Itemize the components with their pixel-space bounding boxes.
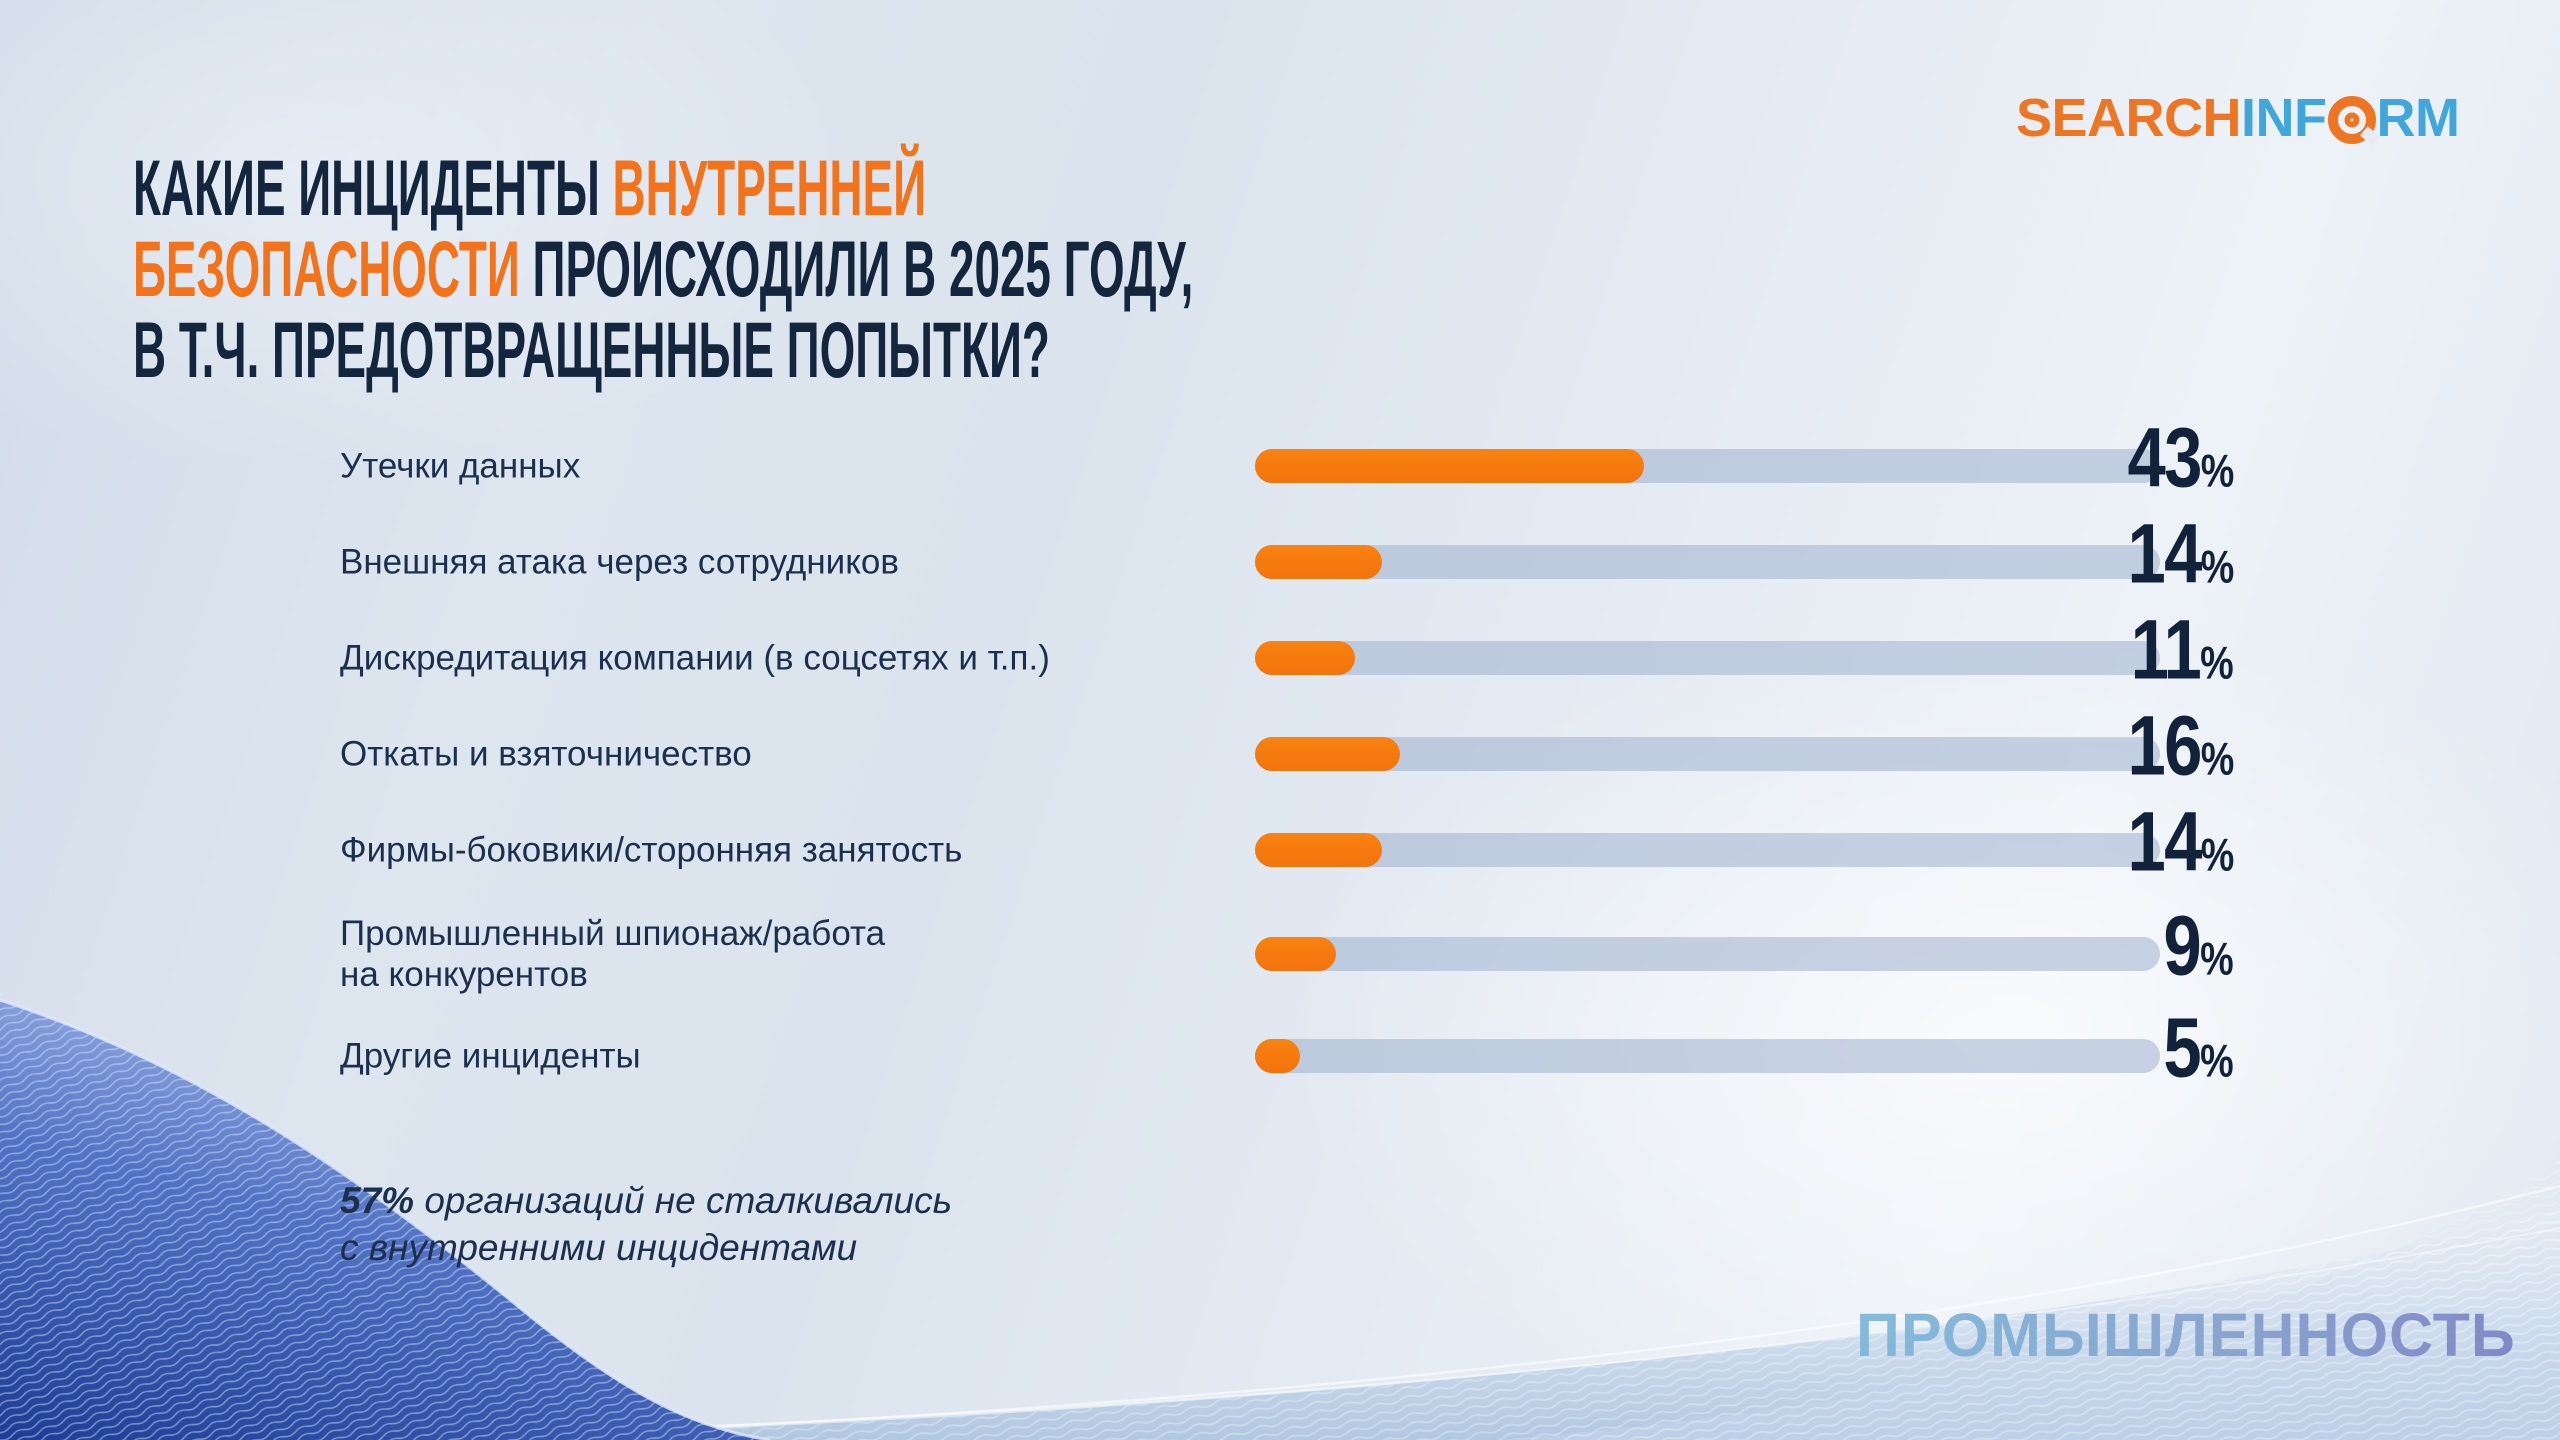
page-title: КАКИЕ ИНЦИДЕНТЫ ВНУТРЕННЕЙ БЕЗОПАСНОСТИ П…	[133, 147, 1961, 390]
bar-track	[1255, 1039, 2160, 1073]
bar-track	[1255, 937, 2160, 971]
bar-label: Дискредитация компании (в соцсетях и т.п…	[340, 638, 1050, 678]
bar-fill	[1255, 833, 1382, 867]
bar-value: 11%	[2130, 602, 2234, 697]
bar-track	[1255, 449, 2160, 483]
bar-value: 9%	[2163, 898, 2234, 993]
title-line: КАКИЕ ИНЦИДЕНТЫ ВНУТРЕННЕЙ	[133, 142, 927, 232]
bar-fill	[1255, 641, 1355, 675]
bar-value: 43%	[2127, 410, 2234, 505]
bar-fill	[1255, 737, 1400, 771]
bar-track	[1255, 545, 2160, 579]
bar-value: 5%	[2163, 1000, 2234, 1095]
bar-label: Внешняя атака через сотрудников	[340, 542, 899, 582]
bar-track	[1255, 737, 2160, 771]
title-line: В Т.Ч. ПРЕДОТВРАЩЕННЫЕ ПОПЫТКИ?	[133, 304, 1050, 394]
bar-label: Другие инциденты	[340, 1036, 641, 1076]
bar-track	[1255, 833, 2160, 867]
footnote-percентage: 57%	[340, 1180, 415, 1221]
logo-o-target-icon	[2327, 96, 2380, 146]
bar-value: 14%	[2127, 506, 2234, 601]
bar-value: 14%	[2127, 794, 2234, 889]
bar-label: Фирмы-боковики/сторонняя занятость	[340, 830, 963, 870]
title-line: БЕЗОПАСНОСТИ ПРОИСХОДИЛИ В 2025 ГОДУ,	[133, 223, 1194, 313]
bar-fill	[1255, 937, 1337, 971]
bar-fill	[1255, 449, 1645, 483]
bar-fill	[1255, 1039, 1301, 1073]
bar-fill	[1255, 545, 1382, 579]
logo-text-search: SEARCH	[2016, 88, 2242, 148]
bar-label: Утечки данных	[340, 446, 581, 486]
logo-text-rm: RM	[2376, 88, 2460, 148]
logo-text-inf: INF	[2241, 88, 2327, 148]
bar-value: 16%	[2127, 698, 2234, 793]
industry-label: ПРОМЫШЛЕННОСТЬ	[1856, 1301, 2516, 1369]
bar-label: Откаты и взяточничество	[340, 734, 752, 774]
searchinform-logo: SEARCH INF RM	[2016, 88, 2460, 148]
footnote-text: организаций не сталкивались с внутренним…	[340, 1180, 953, 1268]
bar-label: Промышленный шпионаж/работа на конкурент…	[340, 914, 886, 994]
footnote: 57% организаций не сталкивались с внутре…	[340, 1177, 952, 1271]
bar-track	[1255, 641, 2160, 675]
